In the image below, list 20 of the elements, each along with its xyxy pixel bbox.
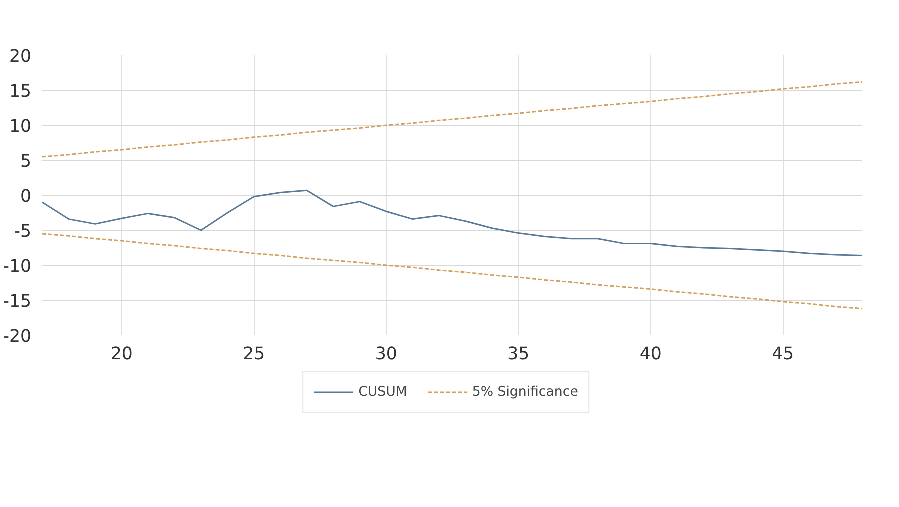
x-tick-label: 35 [508,344,530,364]
y-tick-label: 10 [9,117,32,137]
y-tick-label: -20 [3,327,32,347]
x-tick-label: 30 [375,344,398,364]
line-series [42,81,862,158]
y-tick-label: -5 [14,222,32,242]
x-tick-label: 40 [640,344,662,364]
legend-label: 5% Significance [472,384,578,400]
y-tick-label: 20 [9,47,32,67]
y-tick-label: 5 [20,152,32,172]
x-tick-label: 25 [243,344,266,364]
line-series [42,190,862,256]
line-series [42,233,862,310]
y-tick-label: -15 [3,292,32,312]
x-tick-label: 20 [110,344,133,364]
y-tick-label: 0 [20,187,32,207]
legend-label: CUSUM [358,384,408,400]
x-tick-label: 45 [772,344,794,364]
y-tick-label: -10 [3,257,32,277]
y-tick-label: 15 [9,82,32,102]
